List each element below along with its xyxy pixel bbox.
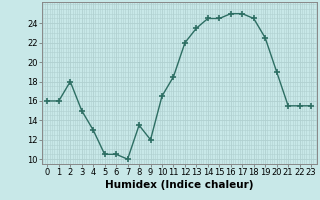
- X-axis label: Humidex (Indice chaleur): Humidex (Indice chaleur): [105, 180, 253, 190]
